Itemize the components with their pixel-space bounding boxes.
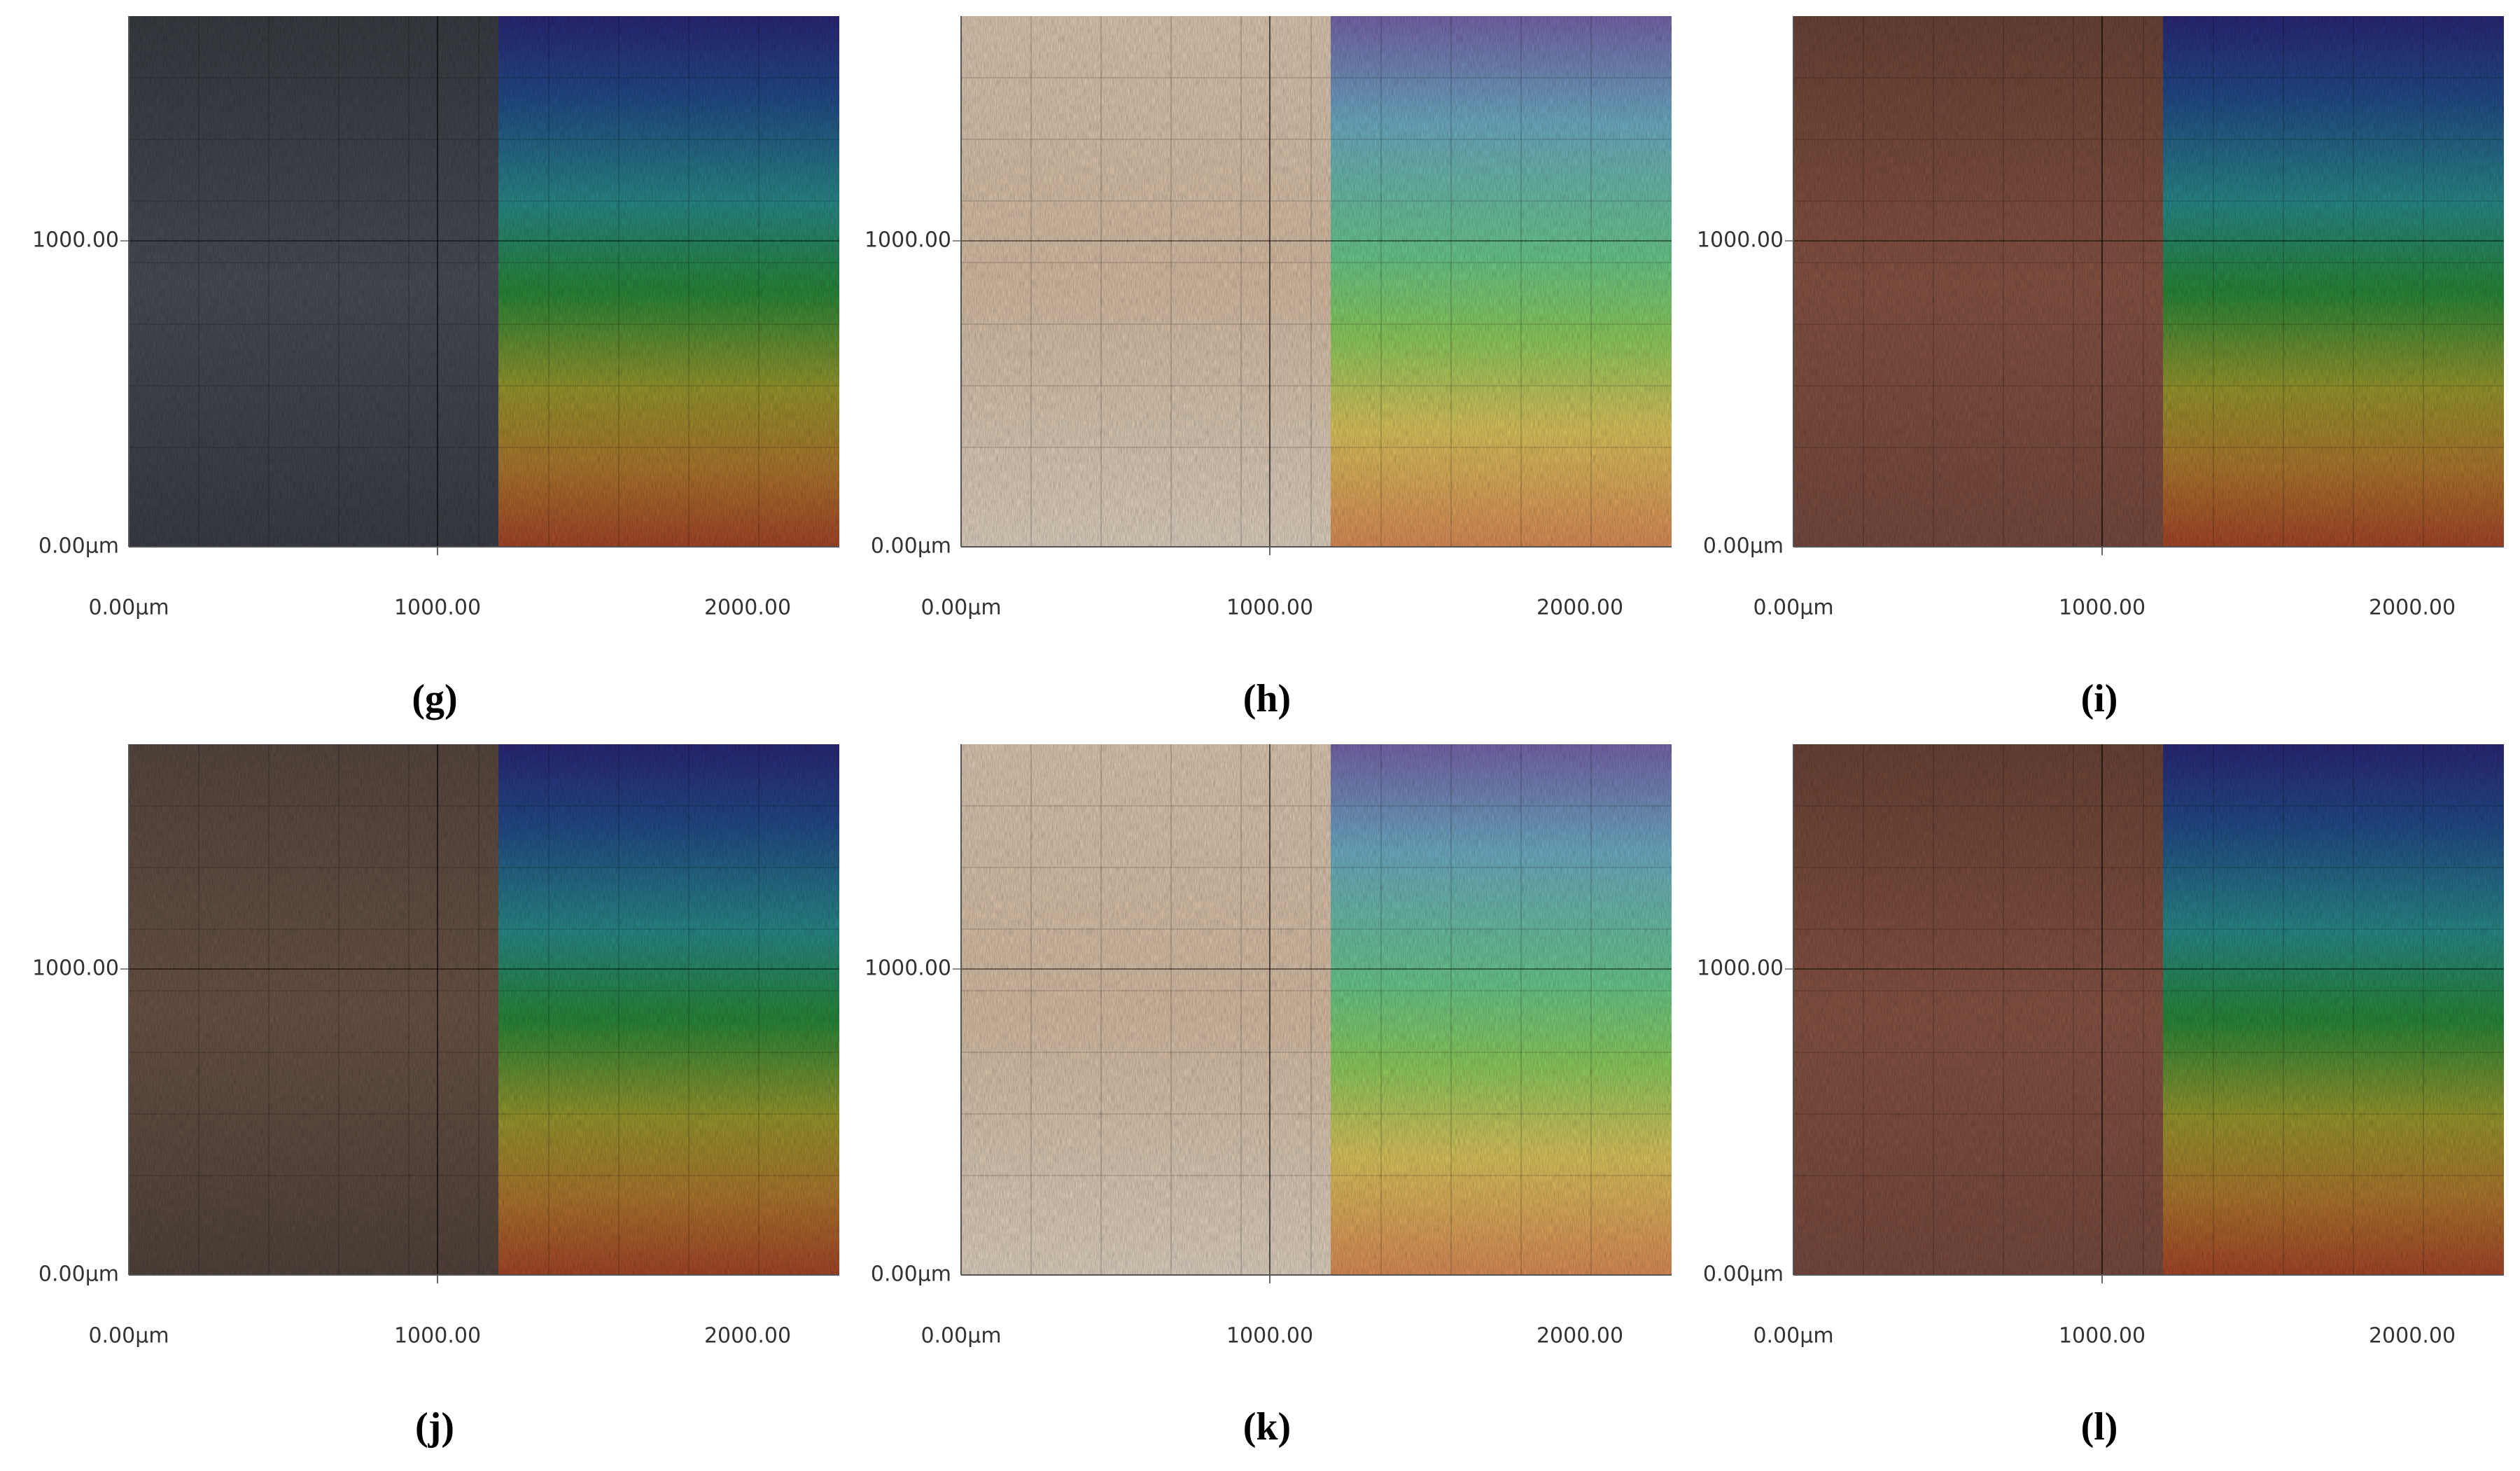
x-tick-label: 2000.00 xyxy=(2369,1324,2456,1348)
y-tick-label: 0.00µm xyxy=(38,1262,119,1287)
micrograph xyxy=(1793,744,2163,1275)
panel: 1000.00 0.00µm 0.00µm 1000.00 2000.00 (g) xyxy=(32,16,839,720)
height-map xyxy=(498,16,839,547)
panel: 1000.00 0.00µm 0.00µm 1000.00 2000.00 (i) xyxy=(1697,16,2504,720)
x-tick-label: 1000.00 xyxy=(2059,596,2146,620)
y-tick-label: 1000.00 xyxy=(32,228,119,253)
x-tick-label: 2000.00 xyxy=(704,1324,791,1348)
height-map xyxy=(1331,744,1672,1275)
panel: 1000.00 0.00µm 0.00µm 1000.00 2000.00 (j) xyxy=(32,744,839,1449)
y-tick-label: 1000.00 xyxy=(1697,228,1784,253)
y-tick-label: 0.00µm xyxy=(1703,1262,1784,1287)
micrograph xyxy=(1793,16,2163,547)
x-tick-label: 2000.00 xyxy=(2369,596,2456,620)
panel-label: (i) xyxy=(2081,677,2118,720)
x-tick-label: 0.00µm xyxy=(1753,596,1833,620)
height-map xyxy=(2163,16,2504,547)
height-map xyxy=(2163,744,2504,1275)
x-tick-label: 1000.00 xyxy=(394,596,481,620)
panel: 1000.00 0.00µm 0.00µm 1000.00 2000.00 (h) xyxy=(864,16,1672,720)
y-tick-label: 1000.00 xyxy=(32,956,119,981)
panel-label: (g) xyxy=(412,677,457,720)
micrograph xyxy=(129,744,498,1275)
y-tick-label: 0.00µm xyxy=(38,534,119,559)
panel-label: (k) xyxy=(1243,1405,1291,1449)
x-tick-label: 2000.00 xyxy=(704,596,791,620)
x-tick-label: 2000.00 xyxy=(1536,1324,1623,1348)
panel: 1000.00 0.00µm 0.00µm 1000.00 2000.00 (l) xyxy=(1697,744,2504,1449)
panel-label: (h) xyxy=(1243,677,1291,720)
y-tick-label: 1000.00 xyxy=(864,956,951,981)
x-tick-label: 2000.00 xyxy=(1536,596,1623,620)
panel-label: (l) xyxy=(2081,1405,2118,1449)
x-tick-label: 0.00µm xyxy=(88,1324,169,1348)
x-tick-label: 0.00µm xyxy=(920,596,1001,620)
micrograph xyxy=(961,744,1331,1275)
height-map xyxy=(498,744,839,1275)
x-tick-label: 0.00µm xyxy=(88,596,169,620)
x-tick-label: 0.00µm xyxy=(920,1324,1001,1348)
x-tick-label: 1000.00 xyxy=(2059,1324,2146,1348)
x-tick-label: 1000.00 xyxy=(1226,596,1313,620)
x-tick-label: 1000.00 xyxy=(394,1324,481,1348)
y-tick-label: 1000.00 xyxy=(864,228,951,253)
micrograph xyxy=(129,16,498,547)
x-tick-label: 1000.00 xyxy=(1226,1324,1313,1348)
micrograph xyxy=(961,16,1331,547)
y-tick-label: 0.00µm xyxy=(1703,534,1784,559)
y-tick-label: 1000.00 xyxy=(1697,956,1784,981)
x-tick-label: 0.00µm xyxy=(1753,1324,1833,1348)
panel-label: (j) xyxy=(415,1405,454,1449)
y-tick-label: 0.00µm xyxy=(871,534,951,559)
panel: 1000.00 0.00µm 0.00µm 1000.00 2000.00 (k) xyxy=(864,744,1672,1449)
y-tick-label: 0.00µm xyxy=(871,1262,951,1287)
height-map xyxy=(1331,16,1672,547)
